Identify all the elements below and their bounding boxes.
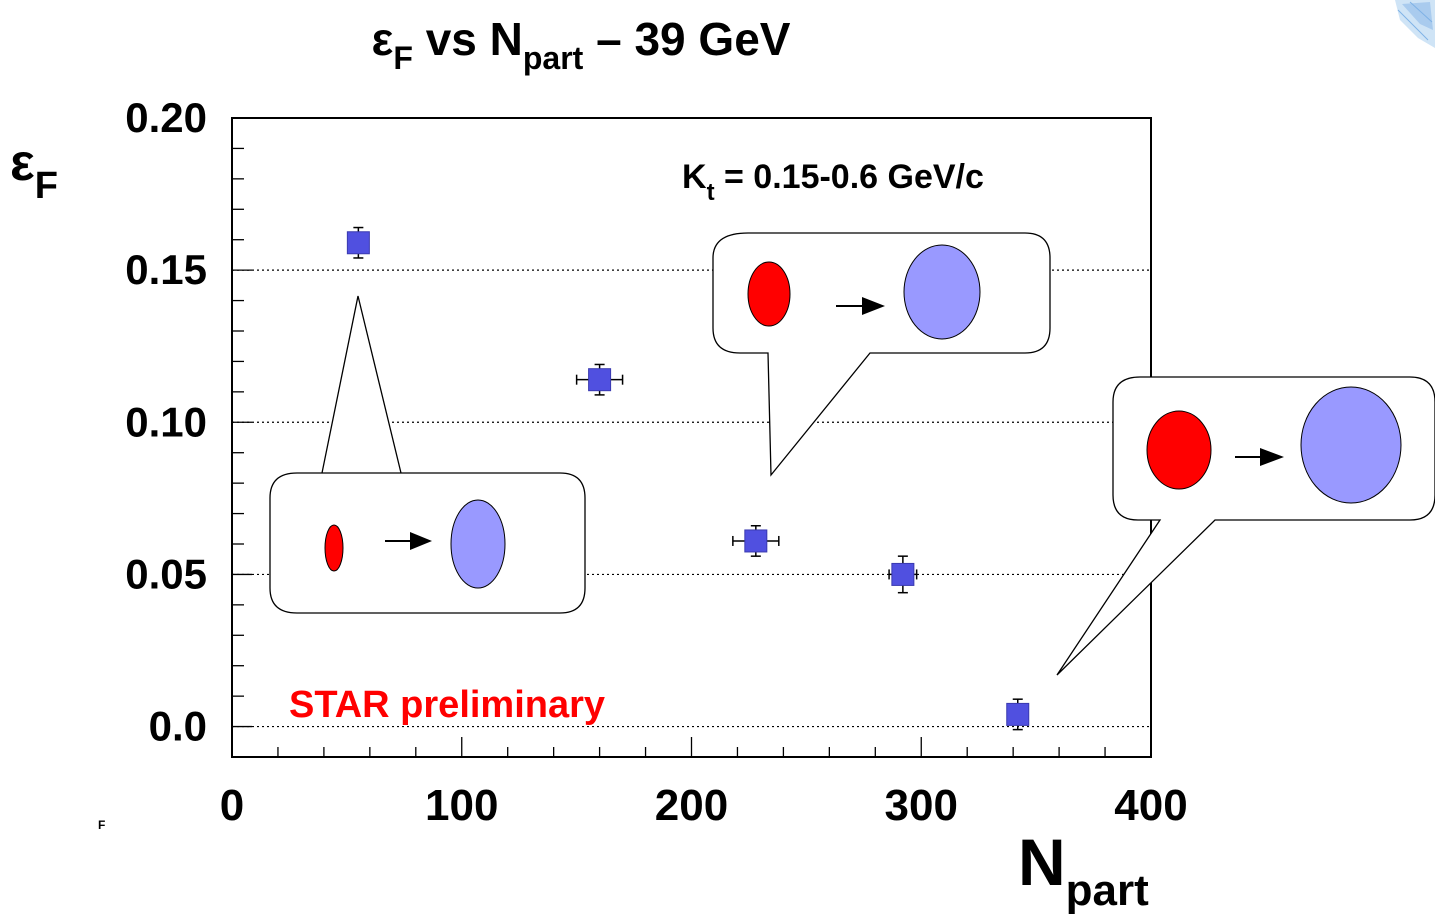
blue-ellipse (903, 244, 981, 340)
x-tick-label: 400 (1114, 781, 1187, 830)
x-tick-label: 200 (655, 781, 728, 830)
arrow-icon (385, 532, 432, 550)
callout-bubble-middle (712, 232, 1051, 477)
x-tick-label: 0 (220, 781, 244, 830)
arrow-icon (1235, 448, 1284, 466)
data-point (588, 368, 612, 392)
y-axis-label: εF (10, 134, 58, 207)
x-axis-tick-labels: 0 100 200 300 400 (220, 781, 1188, 830)
kt-annotation: Kt = 0.15-0.6 GeV/c (682, 158, 984, 206)
data-point (346, 231, 370, 255)
blue-ellipse (1300, 386, 1402, 504)
star-preliminary-watermark: STAR preliminary (289, 684, 605, 726)
y-axis-tick-labels: 0.0 0.05 0.10 0.15 0.20 (125, 94, 207, 750)
x-axis-ticks (231, 737, 1152, 757)
stray-glyph: F (98, 818, 105, 832)
callout-bubble-right (1056, 376, 1435, 676)
y-tick-label: 0.15 (125, 246, 207, 293)
red-ellipse (324, 524, 344, 572)
callout-bubble-left (269, 295, 586, 614)
red-ellipse (1146, 410, 1212, 490)
x-axis-label: Npart (1018, 825, 1149, 915)
y-tick-label: 0.20 (125, 94, 207, 141)
y-tick-label: 0.0 (149, 703, 207, 750)
data-point (744, 529, 768, 553)
y-tick-label: 0.10 (125, 398, 207, 445)
x-tick-label: 300 (885, 781, 958, 830)
y-axis-ticks (232, 117, 252, 758)
chart-title: εF vs Npart – 39 GeV (372, 13, 791, 76)
data-point (891, 562, 915, 586)
arrow-icon (836, 297, 885, 315)
corner-texture (1395, 0, 1435, 48)
blue-ellipse (450, 499, 506, 589)
y-tick-label: 0.05 (125, 550, 207, 597)
x-tick-label: 100 (425, 781, 498, 830)
data-points (346, 226, 1030, 731)
data-point (1006, 702, 1030, 726)
red-ellipse (747, 261, 791, 327)
